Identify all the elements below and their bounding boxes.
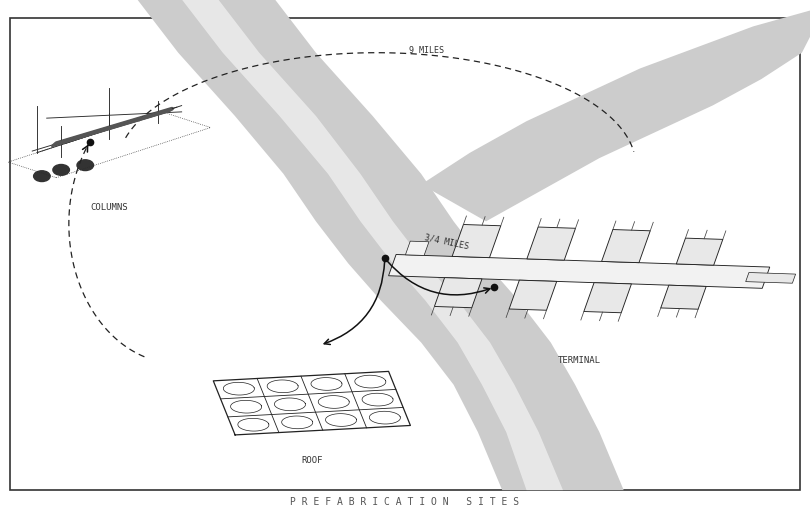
Polygon shape [602,230,650,262]
Polygon shape [452,225,501,258]
Polygon shape [182,0,563,490]
Polygon shape [282,416,313,428]
Polygon shape [318,396,349,408]
Polygon shape [584,282,632,313]
Circle shape [77,160,93,171]
Text: TERMINAL: TERMINAL [557,356,601,365]
Polygon shape [326,414,356,426]
Text: P R E F A B R I C A T I O N   S I T E S: P R E F A B R I C A T I O N S I T E S [291,497,519,507]
Polygon shape [661,285,706,309]
Polygon shape [746,272,795,283]
Polygon shape [355,375,386,388]
Circle shape [33,171,50,181]
Polygon shape [676,238,723,265]
Polygon shape [362,393,393,406]
Text: 9 MILES: 9 MILES [409,46,444,55]
Polygon shape [509,280,556,310]
Text: COLUMNS: COLUMNS [91,203,128,212]
Polygon shape [526,227,576,260]
Polygon shape [238,418,269,431]
Circle shape [53,164,70,175]
Text: ROOF: ROOF [301,456,322,465]
Polygon shape [138,0,624,490]
Text: 3/4 MILES: 3/4 MILES [424,232,470,250]
Polygon shape [275,398,305,411]
Polygon shape [406,241,429,256]
Polygon shape [369,411,400,424]
Polygon shape [421,11,810,221]
Polygon shape [224,382,254,395]
Bar [10,18,800,490]
Polygon shape [434,278,482,308]
Polygon shape [231,401,262,413]
Polygon shape [267,380,298,393]
Polygon shape [389,255,770,288]
Polygon shape [311,377,342,391]
